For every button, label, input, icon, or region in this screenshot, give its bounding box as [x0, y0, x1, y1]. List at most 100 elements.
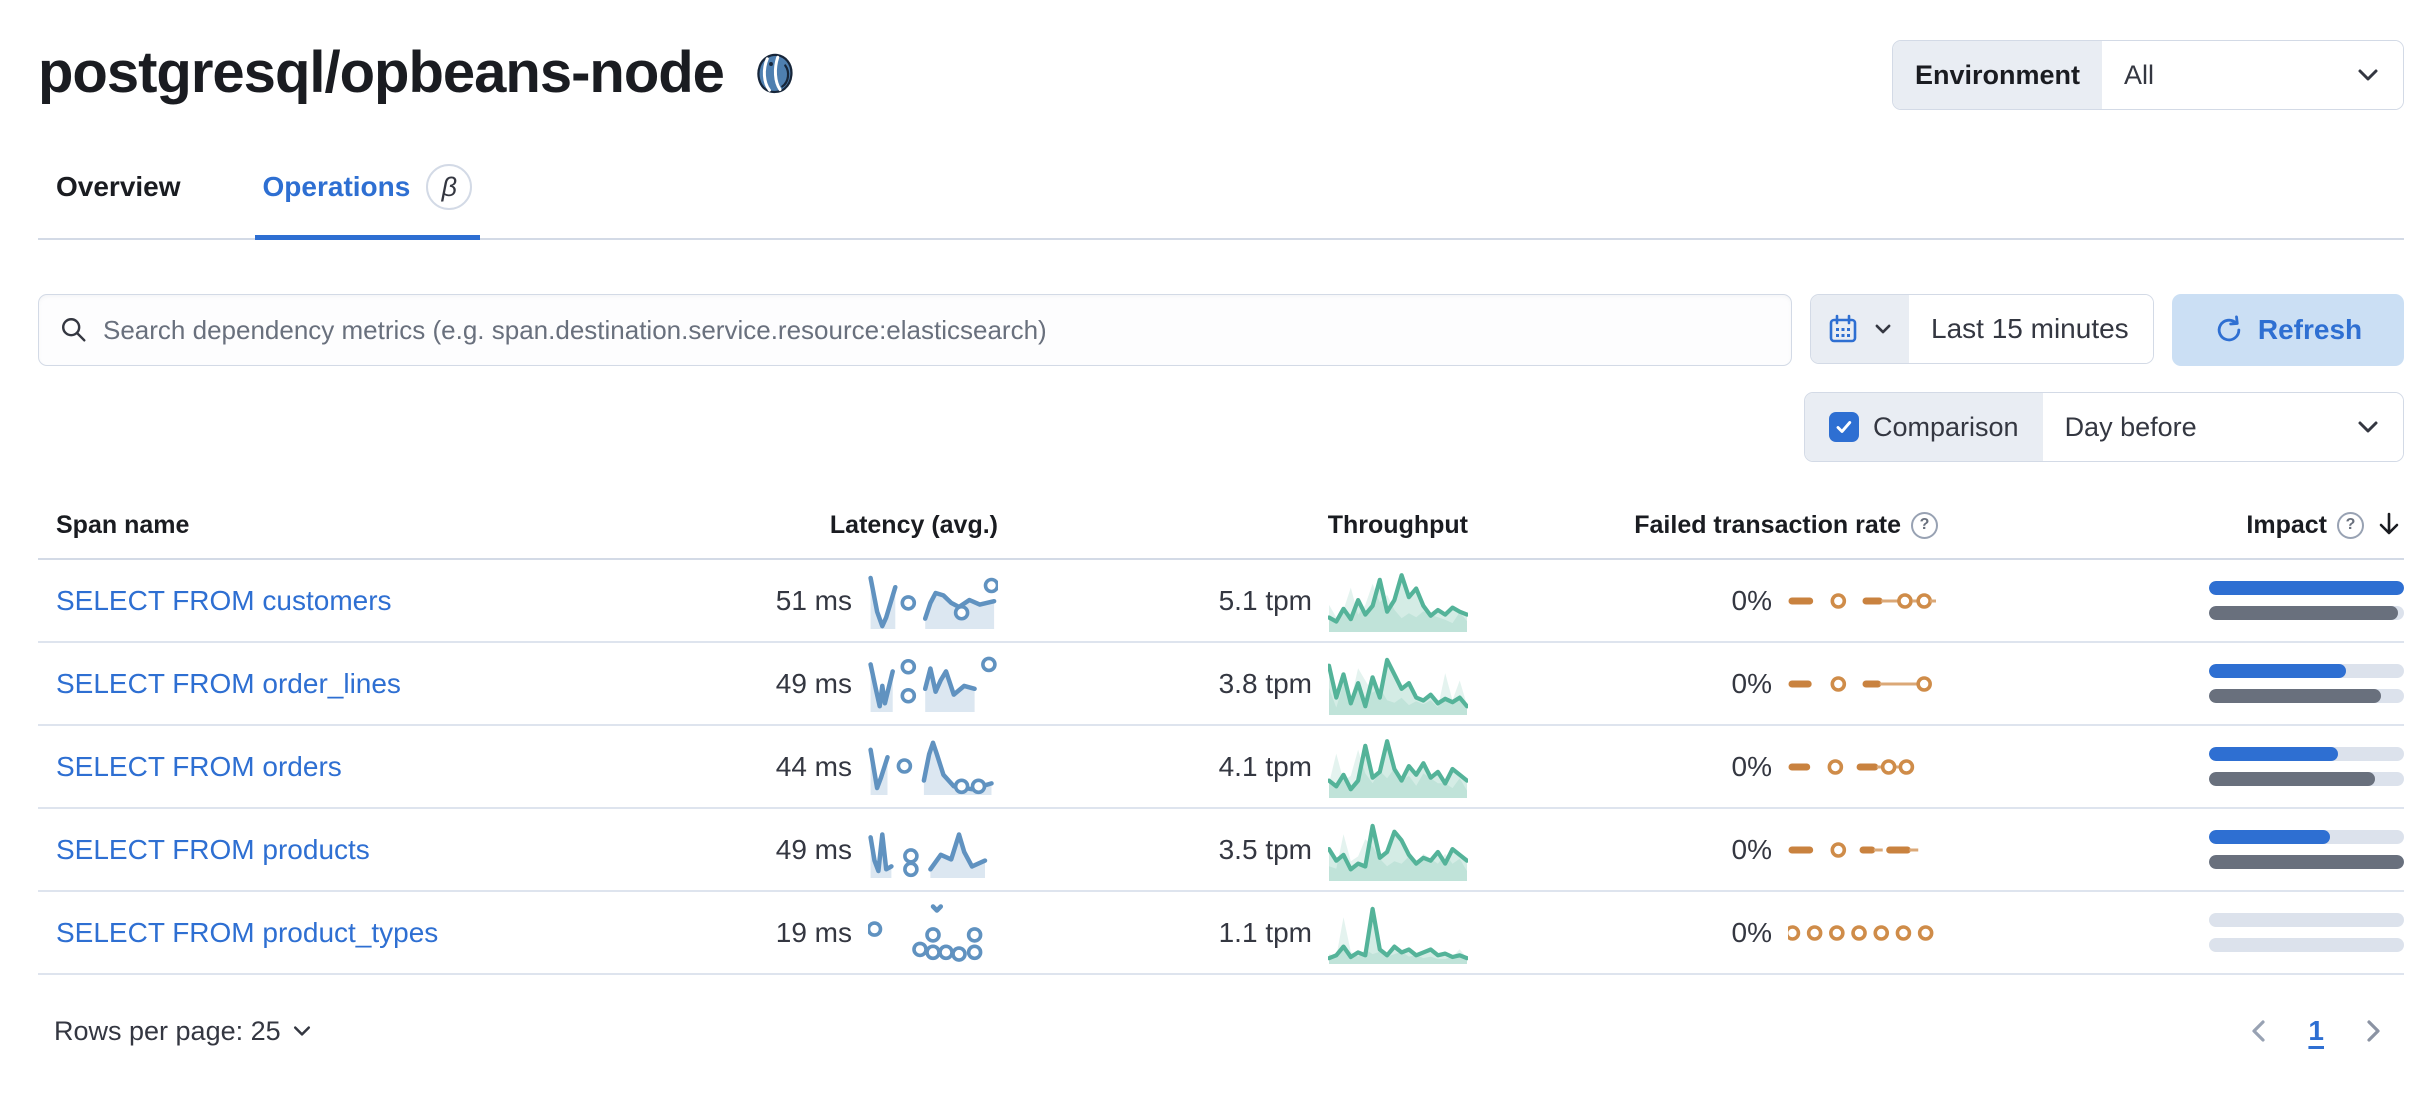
table-row: SELECT FROM order_lines 49 ms 3.8 tpm 0% — [38, 643, 2404, 726]
column-header-failed-rate[interactable]: Failed transaction rate ? — [1468, 511, 1938, 540]
table-row: SELECT FROM customers 51 ms 5.1 tpm 0% — [38, 560, 2404, 643]
sort-desc-arrow-icon — [2379, 512, 2399, 535]
impact-comparison-bar — [2209, 689, 2404, 703]
column-header-impact[interactable]: Impact ? — [1938, 510, 2404, 540]
refresh-button[interactable]: Refresh — [2172, 294, 2404, 366]
latency-value: 51 ms — [775, 584, 852, 616]
throughput-value: 3.5 tpm — [1218, 833, 1312, 865]
throughput-value: 5.1 tpm — [1218, 584, 1312, 616]
comparison-row: Comparison Day before — [38, 392, 2404, 462]
failed-rate-sparkline — [1788, 924, 1934, 941]
failed-rate-value: 0% — [1731, 667, 1772, 699]
dependency-operations-page: postgresql/opbeans-node Environment All … — [38, 40, 2404, 1049]
time-range-value: Last 15 minutes — [1931, 313, 2129, 344]
table-row: SELECT FROM orders 44 ms 4.1 tpm 0% — [38, 726, 2404, 809]
chevron-down-icon — [293, 1026, 310, 1036]
failed-rate-cell: 0% — [1468, 830, 1938, 870]
impact-bar — [2209, 664, 2404, 678]
latency-cell: 49 ms — [538, 820, 998, 880]
failed-rate-value: 0% — [1731, 584, 1772, 616]
latency-sparkline — [868, 831, 988, 878]
column-header-span-name[interactable]: Span name — [56, 510, 190, 539]
impact-bar — [2209, 747, 2404, 761]
page-title: postgresql/opbeans-node — [38, 40, 725, 105]
time-range-button[interactable]: Last 15 minutes — [1909, 295, 2153, 363]
latency-value: 49 ms — [775, 833, 852, 865]
chevron-down-icon — [2358, 421, 2378, 433]
latency-sparkline — [868, 575, 998, 629]
failed-rate-sparkline — [1788, 592, 1936, 609]
help-icon[interactable]: ? — [2337, 511, 2364, 539]
comparison-value: Day before — [2064, 411, 2197, 442]
throughput-cell: 3.5 tpm — [998, 817, 1468, 883]
rows-per-page-button[interactable]: Rows per page: 25 — [54, 1016, 313, 1047]
impact-comparison-bar — [2209, 938, 2404, 952]
search-input[interactable] — [103, 314, 1771, 346]
failed-rate-sparkline — [1788, 758, 1915, 775]
impact-comparison-bar — [2209, 606, 2404, 620]
latency-cell: 51 ms — [538, 571, 998, 631]
impact-cell — [1938, 747, 2404, 786]
tabs-bar: Overview Operations β — [38, 158, 2404, 240]
throughput-cell: 1.1 tpm — [998, 900, 1468, 966]
impact-cell — [1938, 913, 2404, 952]
environment-label: Environment — [1893, 41, 2103, 109]
comparison-select[interactable]: Day before — [2042, 393, 2403, 461]
throughput-sparkline — [1328, 572, 1468, 632]
date-picker-quick-menu[interactable] — [1811, 295, 1909, 363]
column-header-throughput[interactable]: Throughput — [1327, 510, 1468, 539]
help-icon[interactable]: ? — [1911, 511, 1938, 539]
environment-value: All — [2124, 59, 2155, 90]
throughput-sparkline — [1328, 823, 1468, 881]
failed-rate-sparkline — [1788, 675, 1932, 692]
refresh-icon — [2217, 315, 2241, 342]
span-name-link[interactable]: SELECT FROM product_types — [56, 916, 439, 948]
tab-overview-label: Overview — [56, 171, 181, 202]
environment-select[interactable]: Environment All — [1892, 40, 2404, 110]
title-wrap: postgresql/opbeans-node — [38, 40, 798, 107]
throughput-sparkline — [1328, 738, 1468, 798]
pagination: 1 — [2242, 1013, 2390, 1049]
latency-cell: 19 ms — [538, 903, 998, 963]
failed-rate-sparkline — [1788, 841, 1919, 858]
failed-rate-cell: 0% — [1468, 747, 1938, 787]
column-header-latency[interactable]: Latency (avg.) — [829, 510, 998, 539]
check-icon — [1836, 421, 1852, 433]
latency-sparkline — [868, 740, 994, 795]
calendar-icon — [1829, 314, 1857, 343]
throughput-cell: 5.1 tpm — [998, 568, 1468, 634]
page-header: postgresql/opbeans-node Environment All — [38, 40, 2404, 110]
throughput-value: 4.1 tpm — [1218, 750, 1312, 782]
failed-rate-value: 0% — [1731, 916, 1772, 948]
table-row: SELECT FROM product_types 19 ms 1.1 tpm … — [38, 892, 2404, 975]
chevron-left-icon — [2252, 1020, 2266, 1042]
page-number-1[interactable]: 1 — [2308, 1015, 2324, 1046]
latency-value: 44 ms — [775, 750, 852, 782]
impact-cell — [1938, 664, 2404, 703]
chevron-down-icon — [1875, 324, 1891, 334]
throughput-value: 1.1 tpm — [1218, 916, 1312, 948]
span-name-link[interactable]: SELECT FROM orders — [56, 750, 342, 782]
impact-cell — [1938, 581, 2404, 620]
latency-value: 49 ms — [775, 667, 852, 699]
impact-comparison-bar — [2209, 855, 2404, 869]
latency-value: 19 ms — [775, 916, 852, 948]
tab-overview[interactable]: Overview — [48, 158, 189, 238]
impact-bar — [2209, 581, 2404, 595]
impact-bar — [2209, 830, 2404, 844]
comparison-checkbox[interactable] — [1829, 412, 1859, 442]
latency-sparkline — [868, 903, 983, 962]
latency-sparkline — [868, 656, 997, 712]
tab-operations[interactable]: Operations β — [254, 158, 481, 240]
beta-badge: β — [426, 164, 473, 210]
throughput-cell: 3.8 tpm — [998, 651, 1468, 717]
previous-page-button[interactable] — [2242, 1013, 2278, 1049]
table-footer: Rows per page: 25 1 — [38, 1013, 2404, 1049]
next-page-button[interactable] — [2354, 1013, 2390, 1049]
span-name-link[interactable]: SELECT FROM order_lines — [56, 667, 401, 699]
span-name-link[interactable]: SELECT FROM products — [56, 833, 370, 865]
toolbar: Last 15 minutes Refresh — [38, 294, 2404, 366]
search-box — [38, 294, 1792, 366]
span-name-link[interactable]: SELECT FROM customers — [56, 584, 392, 616]
failed-rate-value: 0% — [1731, 750, 1772, 782]
